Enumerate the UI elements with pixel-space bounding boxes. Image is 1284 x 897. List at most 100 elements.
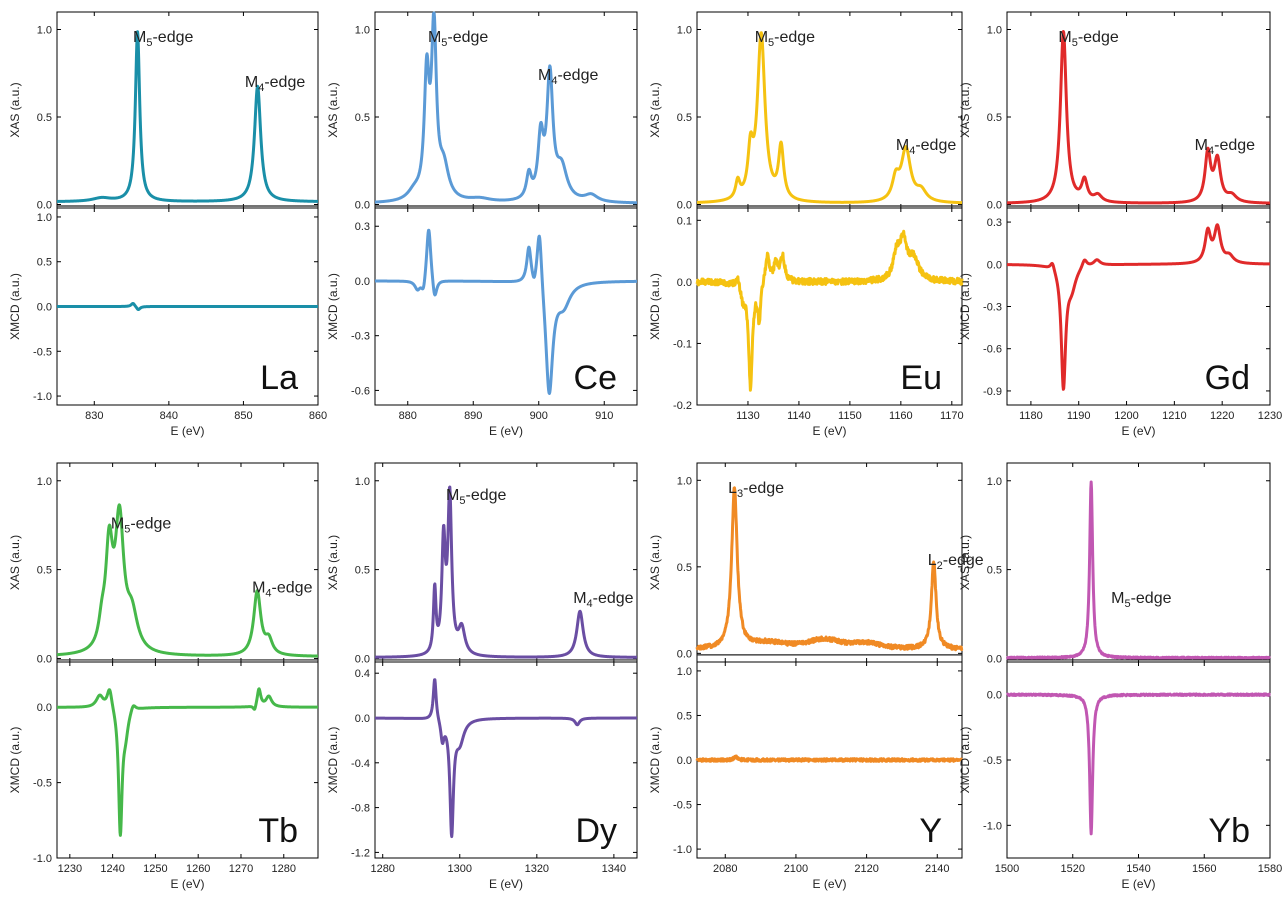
xas-yb-frame [1006, 462, 1271, 663]
element-label-gd: Gd [1205, 359, 1250, 397]
xmcd-y-ytick-label: -0.5 [673, 800, 692, 812]
xmcd-la-xtick-label: 840 [160, 410, 178, 422]
xmcd-y-xtick-label: 2140 [925, 863, 949, 875]
xas-series-eu [695, 31, 964, 205]
xmcd-tb-xtick-label: 1230 [58, 863, 82, 875]
edge-label-dy: M4-edge [573, 590, 633, 610]
xlabel-tb: E (eV) [170, 877, 204, 891]
xas-yb-ytick-label: 1.0 [987, 476, 1002, 488]
xmcd-dy-xtick-label: 1340 [602, 863, 626, 875]
xmcd-gd-xtick-label: 1190 [1067, 410, 1091, 422]
xmcd-ce-xtick-label: 910 [595, 410, 613, 422]
xas-yb-ytick-label: 0.0 [987, 653, 1002, 665]
element-label-ce: Ce [574, 359, 617, 397]
edge-label-tb: M5-edge [111, 516, 171, 536]
xmcd-tb-ytick-label: -0.5 [33, 778, 52, 790]
xlabel-y: E (eV) [812, 877, 846, 891]
xmcd-eu-ylabel: XMCD (a.u.) [648, 273, 662, 340]
xas-la-ytick-label: 1.0 [37, 25, 52, 37]
xas-series-la [55, 30, 320, 203]
xmcd-dy-xtick-label: 1320 [525, 863, 549, 875]
xmcd-tb-ytick-label: -1.0 [33, 853, 52, 865]
xmcd-y-ylabel: XMCD (a.u.) [648, 727, 662, 794]
xmcd-dy-ylabel: XMCD (a.u.) [326, 727, 340, 794]
xas-ce-ytick-label: 0.0 [355, 200, 370, 212]
element-label-dy: Dy [575, 812, 617, 850]
xmcd-la-ytick-label: 1.0 [37, 212, 52, 224]
xas-dy-ytick-label: 1.0 [355, 476, 370, 488]
xmcd-series-yb [1005, 692, 1272, 836]
xmcd-dy-frame [374, 661, 638, 859]
xas-eu-ytick-label: 1.0 [677, 25, 692, 37]
panel-tb: 0.0 0.5 1.0 XAS (a.u.) M5-edge M4-edge -1.0 -0.… [8, 462, 320, 891]
edge-label-gd: M5-edge [1058, 29, 1118, 49]
xmcd-ce-xtick-label: 890 [464, 410, 482, 422]
xlabel-eu: E (eV) [812, 424, 846, 438]
xmcd-gd-xtick-label: 1230 [1258, 410, 1282, 422]
xmcd-la-ytick-label: 0.5 [37, 257, 52, 269]
xas-eu-ytick-label: 0.5 [677, 112, 692, 124]
edge-label-eu: M4-edge [896, 137, 956, 157]
xas-ce-frame [374, 11, 638, 209]
xmcd-series-eu [695, 229, 964, 392]
xmcd-la-xtick-label: 830 [85, 410, 103, 422]
xmcd-gd-ytick-label: -0.3 [983, 302, 1002, 314]
xmcd-la-ylabel: XMCD (a.u.) [8, 273, 22, 340]
element-label-eu: Eu [900, 359, 942, 397]
xmcd-la-ytick-label: -1.0 [33, 391, 52, 403]
xmcd-yb-ytick-label: -0.5 [983, 755, 1002, 767]
xmcd-gd-ytick-label: 0.0 [987, 259, 1002, 271]
xmcd-y-xtick-label: 2120 [854, 863, 878, 875]
xmcd-eu-ytick-label: -0.1 [673, 338, 692, 350]
xas-y-ylabel: XAS (a.u.) [648, 535, 662, 590]
xmcd-yb-xtick-label: 1540 [1126, 863, 1150, 875]
xmcd-yb-ytick-label: -1.0 [983, 820, 1002, 832]
panel-yb: 0.0 0.5 1.0 XAS (a.u.) M5-edge -1.0 -0.5 0.0 150… [958, 462, 1282, 891]
panel-y: 0.0 0.5 1.0 XAS (a.u.) L3-edge L2-edge -1.0 -0.… [648, 462, 984, 891]
xmcd-ce-frame [374, 207, 638, 406]
xas-dy-ytick-label: 0.0 [355, 653, 370, 665]
element-label-y: Y [919, 812, 942, 850]
xmcd-ce-xtick-label: 900 [530, 410, 548, 422]
xmcd-tb-ylabel: XMCD (a.u.) [8, 727, 22, 794]
xmcd-la-xtick-label: 860 [309, 410, 327, 422]
xas-tb-ytick-label: 1.0 [37, 476, 52, 488]
edge-label-y: L3-edge [728, 480, 784, 500]
xas-eu-ytick-label: 0.0 [677, 200, 692, 212]
edge-label-ce: M5-edge [428, 29, 488, 49]
xlabel-gd: E (eV) [1121, 424, 1155, 438]
edge-label-tb: M4-edge [252, 579, 312, 599]
xas-dy-ytick-label: 0.5 [355, 565, 370, 577]
xas-tb-ytick-label: 0.0 [37, 653, 52, 665]
panel-gd: 0.0 0.5 1.0 XAS (a.u.) M5-edge M4-edge -0.9 -0.… [958, 11, 1282, 438]
xmcd-gd-xtick-label: 1180 [1019, 410, 1043, 422]
xas-ce-ytick-label: 1.0 [355, 25, 370, 37]
xas-gd-ytick-label: 0.5 [987, 112, 1002, 124]
xas-eu-ylabel: XAS (a.u.) [648, 82, 662, 137]
panel-eu: 0.0 0.5 1.0 XAS (a.u.) M5-edge M4-edge -0.2 -0.… [648, 11, 964, 438]
xlabel-la: E (eV) [170, 424, 204, 438]
xmcd-dy-ytick-label: -0.4 [351, 758, 370, 770]
xas-la-ytick-label: 0.5 [37, 112, 52, 124]
xas-tb-ylabel: XAS (a.u.) [8, 535, 22, 590]
xmcd-eu-xtick-label: 1130 [736, 410, 760, 422]
xmcd-yb-xtick-label: 1520 [1061, 863, 1085, 875]
panel-la: 0.0 0.5 1.0 XAS (a.u.) M5-edge M4-edge -1.0 -0.… [8, 11, 327, 438]
xmcd-tb-xtick-label: 1250 [143, 863, 167, 875]
element-label-la: La [260, 359, 298, 397]
xmcd-y-xtick-label: 2080 [713, 863, 737, 875]
edge-label-gd: M4-edge [1195, 137, 1255, 157]
xmcd-yb-xtick-label: 1500 [995, 863, 1019, 875]
xmcd-y-ytick-label: 1.0 [677, 666, 692, 678]
xmcd-ce-ytick-label: 0.0 [355, 276, 370, 288]
xas-series-yb [1005, 480, 1272, 661]
edge-label-yb: M5-edge [1111, 590, 1171, 610]
xmcd-eu-ytick-label: -0.2 [673, 400, 692, 412]
xmcd-gd-xtick-label: 1200 [1114, 410, 1138, 422]
xmcd-dy-xtick-label: 1300 [448, 863, 472, 875]
xas-series-ce [373, 11, 639, 205]
xas-tb-ytick-label: 0.5 [37, 565, 52, 577]
xmcd-gd-xtick-label: 1210 [1162, 410, 1186, 422]
xmcd-gd-ytick-label: 0.3 [987, 217, 1002, 229]
xmcd-tb-xtick-label: 1260 [186, 863, 210, 875]
